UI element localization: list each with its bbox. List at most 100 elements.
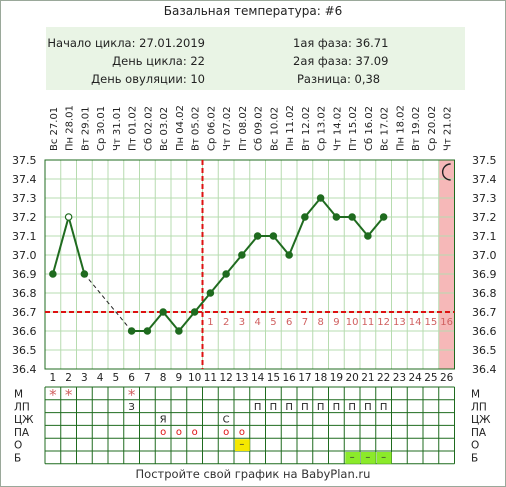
series-segment [146, 311, 164, 332]
y-tick-label-right: 36.9 [472, 268, 497, 281]
date-label: Чт 14.02 [332, 107, 343, 152]
table-star: * [49, 386, 57, 404]
moon-icon [442, 163, 451, 181]
table-row-label-left: ПА [14, 427, 30, 439]
data-point [379, 213, 388, 221]
series-segment [272, 235, 290, 256]
day-number: 16 [282, 372, 296, 384]
date-label: Чт 21.02 [443, 107, 454, 152]
day-number: 20 [345, 372, 358, 384]
phase1-row: 1ая фаза: 36.71 [293, 36, 388, 50]
day-number: 3 [81, 372, 88, 384]
diff-label: Разница: [297, 72, 351, 86]
table-star: * [65, 386, 73, 404]
date-label: Сб 09.02 [254, 106, 265, 151]
y-tick-label-right: 37.2 [472, 211, 497, 224]
date-label: Пн 18.02 [395, 105, 406, 151]
table-fill-cell [235, 439, 250, 451]
phase1-value: 36.71 [355, 36, 389, 50]
y-tick-label-left: 37.5 [12, 154, 37, 167]
table-mark: Я [160, 415, 167, 426]
phase-day-label: 2 [223, 317, 229, 328]
cycle-start-value: 27.01.2019 [139, 36, 205, 50]
ovulation-day-value: 10 [190, 72, 205, 86]
y-tick-label-left: 36.9 [12, 268, 37, 281]
phase-day-label: 10 [346, 317, 359, 328]
highlight-column [438, 160, 455, 369]
table-star: * [128, 386, 136, 404]
y-tick-label-right: 36.7 [472, 306, 497, 319]
phase-day-label: 1 [207, 317, 213, 328]
table-mark: П [380, 402, 388, 413]
table-mark: З [128, 402, 134, 413]
date-label: Пн 04.02 [175, 105, 186, 151]
day-number: 19 [330, 372, 343, 384]
phase2-row: 2ая фаза: 37.09 [293, 54, 388, 68]
chart-title: Базальная температура: #6 [163, 4, 343, 18]
y-tick-label-left: 37.0 [12, 249, 37, 262]
gap-line [83, 273, 133, 332]
day-number: 13 [235, 372, 248, 384]
series-segment [367, 216, 385, 237]
table-row-label-right: ЛП [471, 401, 487, 413]
day-number: 2 [65, 372, 72, 384]
y-tick-label-left: 37.2 [12, 211, 37, 224]
phase-day-label: 7 [302, 317, 308, 328]
date-label: Чт 07.02 [222, 107, 233, 152]
phase-day-label: 16 [440, 317, 453, 328]
diff-value: 0,38 [354, 72, 381, 86]
phase-day-label: 11 [362, 317, 375, 328]
data-point [127, 327, 136, 335]
phase2-label: 2ая фаза: [293, 54, 352, 68]
day-number: 10 [188, 372, 201, 384]
table-mark: П [301, 402, 309, 413]
data-point [301, 213, 309, 221]
phase-day-label: 4 [254, 317, 260, 328]
footer-link[interactable]: Постройте свой график на BabyPlan.ru [135, 467, 371, 481]
day-number: 18 [314, 372, 327, 384]
y-tick-label-right: 36.4 [472, 363, 497, 376]
y-tick-label-left: 36.6 [12, 325, 37, 338]
series-segment [304, 197, 322, 218]
table-mark: П [364, 402, 372, 413]
cycle-day-row: День цикла: 22 [112, 54, 205, 68]
table-row-label-right: О [471, 440, 479, 452]
date-label: Вт 12.02 [301, 107, 312, 152]
date-label: Вс 10.02 [269, 107, 280, 151]
day-number: 23 [393, 372, 406, 384]
phase-day-label: 9 [333, 317, 339, 328]
y-tick-label-right: 36.6 [472, 325, 497, 338]
cycle-start-label: Начало цикла: [47, 36, 136, 50]
data-point [175, 327, 183, 335]
ovulation-day-row: День овуляции: 10 [91, 72, 205, 86]
data-point [332, 213, 341, 221]
cycle-day-value: 22 [190, 54, 205, 68]
phase-day-label: 12 [377, 317, 390, 328]
data-point [316, 194, 325, 202]
series-segment [351, 216, 369, 237]
phase1-label: 1ая фаза: [293, 36, 352, 50]
y-tick-label-left: 36.7 [12, 306, 37, 319]
data-point [238, 251, 246, 259]
day-number: 17 [298, 372, 311, 384]
y-tick-label-right: 36.8 [472, 287, 497, 300]
data-point [190, 308, 199, 316]
data-point [64, 213, 73, 221]
table-row-label-left: ЛП [14, 401, 30, 413]
table-fill-cell [345, 452, 360, 464]
table-mark: С [223, 415, 230, 426]
series-segment [193, 292, 212, 313]
ovulation-day-label: День овуляции: [91, 72, 187, 86]
table-mark: – [239, 439, 244, 450]
table-row-label-right: Б [471, 453, 478, 465]
series-segment [241, 235, 259, 256]
series-segment [319, 197, 338, 218]
date-label: Пт 08.02 [238, 106, 249, 151]
day-number: 26 [440, 372, 454, 384]
data-point [348, 213, 356, 221]
table-mark: П [270, 402, 278, 413]
day-number: 4 [97, 372, 104, 384]
date-label: Пт 01.02 [128, 106, 139, 151]
day-number: 15 [267, 372, 280, 384]
date-label: Чт 31.01 [112, 107, 123, 152]
